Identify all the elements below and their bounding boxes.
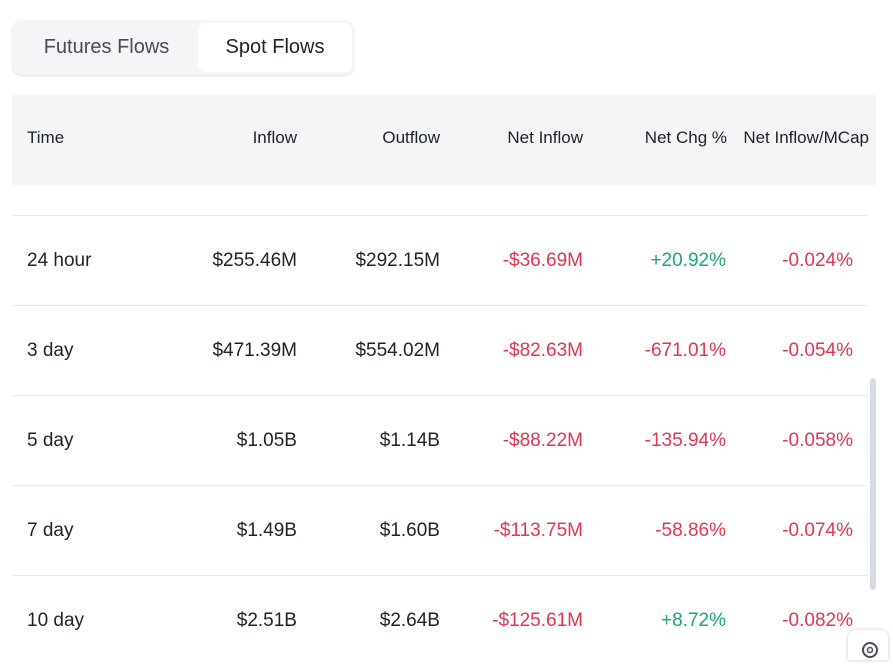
column-header: Net Inflow/MCap [743,128,869,147]
tab[interactable]: Spot Flows [198,23,352,72]
table-header: Time Inflow Outflow Net Inflow Net Chg % Net … [12,95,876,185]
scrollbar[interactable] [870,378,876,590]
table-cell: 7 day [27,520,74,541]
table-cell: $292.15M [355,250,440,271]
row-divider [12,485,868,486]
table-cell: $1.60B [379,520,440,541]
gear-icon [862,642,878,658]
column-header: Time [27,128,65,147]
table-cell: 24 hour [27,250,92,271]
table-cell: -$88.22M [502,430,583,451]
row-divider [12,395,868,396]
table-cell: -135.94% [644,430,726,451]
table-cell: -$36.69M [502,250,583,271]
table-cell: -0.074% [782,520,853,541]
table-cell: -671.01% [644,340,726,361]
table-cell: -$82.63M [502,340,583,361]
table-cell: +20.92% [650,250,726,271]
tab-bar: Futures Flows Spot Flows [12,20,354,75]
row-divider [12,305,868,306]
table-cell: +8.72% [661,610,726,631]
settings-button[interactable] [848,630,888,660]
tab[interactable]: Futures Flows [43,36,170,58]
table-cell: 5 day [27,430,74,451]
row-divider [12,575,868,576]
column-header: Net Inflow [507,128,583,147]
table-cell: $1.05B [236,430,297,451]
table-cell: 3 day [27,340,74,361]
column-header: Inflow [252,128,297,147]
table-cell: $471.39M [212,340,297,361]
table-cell: 10 day [27,610,85,631]
table-cell: -0.058% [782,430,853,451]
table-cell: -$125.61M [492,610,583,631]
column-header: Net Chg % [644,128,727,147]
table-cell: $1.49B [236,520,297,541]
table-cell: $554.02M [355,340,440,361]
table-cell: $255.46M [212,250,297,271]
table-cell: -0.054% [782,340,853,361]
table-cell: $1.14B [379,430,440,451]
table-cell: $2.64B [379,610,440,631]
table-cell: -$113.75M [493,520,583,541]
table-cell: -58.86% [655,520,726,541]
table-cell: -0.024% [782,250,853,271]
table-cell: $2.51B [236,610,297,631]
table-cell: -0.082% [782,610,853,631]
column-header: Outflow [382,128,440,147]
row-divider [12,215,868,216]
